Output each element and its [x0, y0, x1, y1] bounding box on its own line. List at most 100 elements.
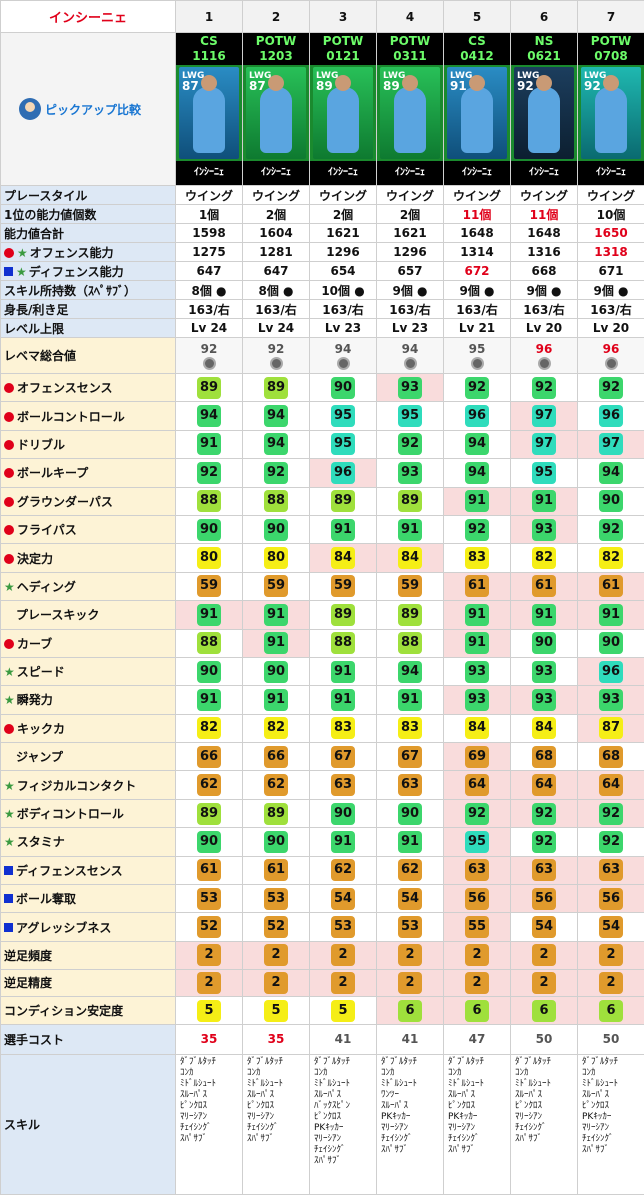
extra-cell: 2	[309, 940, 377, 970]
rema-cell: 92	[175, 337, 243, 374]
stat-value: 66	[197, 745, 221, 768]
player-card[interactable]: POTW 0708 LWG 92 ｲﾝｼｰﾆｪ	[578, 33, 644, 185]
stat-label-text: スピード	[16, 665, 65, 680]
skills-cell: ﾀﾞﾌﾞﾙﾀｯﾁ ｺﾝｶ ﾐﾄﾞﾙｼｭｰﾄ ｽﾙｰﾊﾟｽ ﾊﾞｯｸｽﾋﾟﾝ ﾋﾟﾝｸﾛｽ P…	[309, 1053, 377, 1195]
stat-value: 84	[331, 547, 355, 570]
player-card[interactable]: POTW 0311 LWG 89 ｲﾝｼｰﾆｪ	[377, 33, 443, 185]
stat-cell: 91	[175, 600, 243, 630]
skill-item: ｽﾊﾟｻﾌﾞ	[381, 1144, 409, 1155]
stat-value: 91	[264, 688, 288, 711]
rema-cell: 94	[309, 337, 377, 374]
skill-item: ﾁｪｲｼﾝｸﾞ	[180, 1122, 212, 1133]
skill-item: ｺﾝｶ	[515, 1067, 529, 1078]
skill-item: PKｷｯｶｰ	[448, 1111, 478, 1122]
player-card[interactable]: POTW 1203 LWG 87 ｲﾝｼｰﾆｪ	[243, 33, 309, 185]
stat-label: ★ フィジカルコンタクト	[0, 770, 176, 800]
stat-label: ディフェンスセンス	[0, 855, 176, 886]
stat-cell: 63	[309, 770, 377, 800]
extra-value: 2	[599, 971, 623, 994]
stat-value: 53	[331, 916, 355, 939]
stat-value: 95	[532, 461, 556, 484]
stat-value: 88	[197, 632, 221, 655]
stat-cell: 91	[309, 685, 377, 715]
extra-cell: 2	[175, 968, 243, 998]
offense-dot-icon	[4, 468, 14, 479]
rema-row: レベマ総合値 92 92 94 94 95 96 96	[0, 337, 644, 374]
stat-value: 89	[331, 603, 355, 626]
player-figure-icon	[394, 87, 426, 153]
player-head-icon	[335, 75, 351, 91]
stat-cell: 53	[376, 912, 444, 942]
stat-label: 決定力	[0, 543, 176, 573]
stat-label-text: ボディコントロール	[16, 807, 124, 822]
skill-item: ｽﾙｰﾊﾟｽ	[515, 1089, 543, 1100]
stat-value: 89	[197, 376, 221, 399]
player-head-icon	[536, 75, 552, 91]
skill-item: ﾏﾘｰｼｱﾝ	[448, 1122, 476, 1133]
stat-row: ★ 瞬発力 91 91 91 91 93 93 93	[0, 685, 644, 715]
info-row: ★ オフェンス能力 1275 1281 1296 1296 1314 1316 1318	[0, 242, 644, 262]
stat-value: 61	[197, 859, 221, 882]
coin-icon	[403, 356, 417, 370]
skill-item: ﾁｪｲｼﾝｸﾞ	[314, 1144, 346, 1155]
coin-icon	[269, 356, 283, 370]
info-label: 能力値合計	[0, 223, 176, 243]
card-position: LWG 92	[584, 71, 606, 92]
stat-cell: 90	[309, 372, 377, 403]
pickup-cell: ピックアップ比較	[0, 32, 176, 186]
stat-label-text: ジャンプ	[16, 750, 64, 765]
player-card[interactable]: NS 0621 LWG 92 ｲﾝｼｰﾆｪ	[511, 33, 577, 185]
info-value: 10個	[577, 204, 644, 224]
skill-item: ｽﾙｰﾊﾟｽ	[247, 1089, 275, 1100]
stat-label: ドリブル	[0, 429, 176, 460]
stat-value: 91	[532, 490, 556, 513]
card-date: 0311	[393, 49, 427, 63]
stat-value: 92	[398, 433, 422, 456]
stat-row: ★ ボディコントロール 89 89 90 90 92 92 92	[0, 798, 644, 829]
stat-value: 67	[331, 745, 355, 768]
info-value: 11個	[443, 204, 511, 224]
rema-cell: 96	[510, 337, 578, 374]
stat-value: 96	[331, 461, 355, 484]
extra-row: 逆足精度 2 2 2 2 2 2 2	[0, 968, 644, 998]
info-row: スキル所持数（ｽﾍﾟｻﾌﾞ） 8個 ● 8個 ● 10個 ● 9個 ● 9個 ● 9個 ● 9…	[0, 280, 644, 300]
stat-label-text: スタミナ	[16, 835, 65, 850]
stat-value: 53	[197, 887, 221, 910]
extra-cell: 6	[443, 996, 511, 1025]
card-header: POTW 0311	[377, 33, 443, 65]
skill-item: ﾁｪｲｼﾝｸﾞ	[515, 1122, 547, 1133]
stat-value: 59	[264, 575, 288, 598]
extra-value: 2	[197, 944, 221, 967]
stat-cell: 64	[443, 770, 511, 800]
stat-cell: 54	[376, 884, 444, 914]
stat-value: 66	[264, 745, 288, 768]
stat-value: 89	[331, 490, 355, 513]
stat-cell: 92	[510, 827, 578, 857]
skill-item: ﾐﾄﾞﾙｼｭｰﾄ	[314, 1078, 351, 1089]
stat-value: 90	[532, 632, 556, 655]
rema-value: 92	[267, 341, 285, 356]
stat-cell: 91	[309, 514, 377, 545]
stat-value: 91	[197, 433, 221, 456]
card-header: POTW 1203	[243, 33, 309, 65]
stat-cell: 89	[242, 372, 310, 403]
extra-cell: 5	[309, 996, 377, 1025]
extra-cell: 6	[577, 996, 644, 1025]
rema-value: 94	[401, 341, 419, 356]
card-cell: CS 1116 LWG 87 ｲﾝｼｰﾆｪ	[175, 32, 243, 186]
stat-row: ドリブル 91 94 95 92 94 97 97	[0, 429, 644, 460]
stat-label: ★ ヘディング	[0, 571, 176, 602]
skills-label: スキル	[0, 1053, 176, 1195]
info-row: 身長/利き足 163/右 163/右 163/右 163/右 163/右 163/右 163/…	[0, 299, 644, 319]
player-card[interactable]: CS 0412 LWG 91 ｲﾝｼｰﾆｪ	[444, 33, 510, 185]
extra-row: コンディション安定度 5 5 5 6 6 6 6	[0, 996, 644, 1025]
player-card[interactable]: CS 1116 LWG 87 ｲﾝｼｰﾆｪ	[176, 33, 242, 185]
offense-dot-icon	[4, 496, 14, 507]
skill-item: PKｷｯｶｰ	[582, 1111, 612, 1122]
stat-label: アグレッシブネス	[0, 912, 176, 942]
stat-value: 94	[398, 660, 422, 683]
extra-value: 2	[532, 971, 556, 994]
stat-value: 54	[398, 887, 422, 910]
column-number: 2	[242, 0, 310, 33]
player-card[interactable]: POTW 0121 LWG 89 ｲﾝｼｰﾆｪ	[310, 33, 376, 185]
